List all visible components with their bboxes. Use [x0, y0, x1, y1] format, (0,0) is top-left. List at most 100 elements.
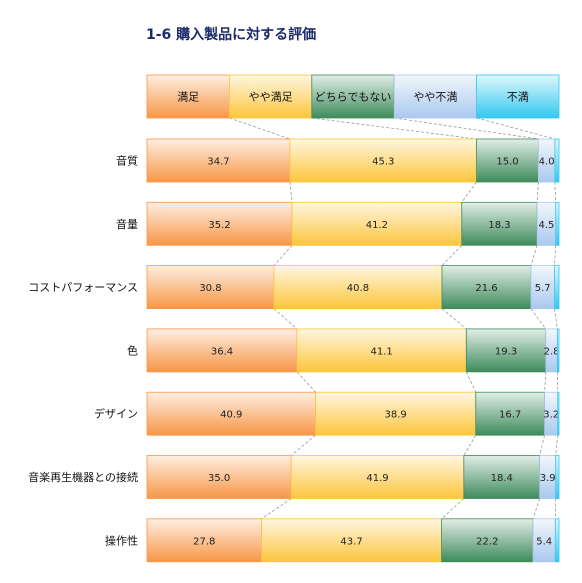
connector-line [532, 498, 541, 519]
bar-2-series-4 [554, 265, 560, 310]
bar-6-series-1 [261, 518, 442, 563]
bar-6-series-2 [441, 518, 534, 563]
connector-line [555, 435, 559, 456]
bar-0-series-1 [289, 138, 477, 183]
connector-line [465, 371, 477, 393]
legend-swatch [393, 74, 478, 119]
data-label: 34.7 [207, 157, 229, 168]
bar-0-series-2 [476, 138, 539, 183]
bar-2-series-2 [441, 265, 532, 310]
connector-line [394, 117, 539, 140]
bar-4-series-1 [315, 391, 477, 436]
connector-line [530, 308, 547, 330]
connector-line [554, 181, 557, 203]
connector-line [554, 245, 557, 266]
bar-4-series-2 [475, 391, 545, 436]
category-label: コストパフォーマンス [28, 281, 138, 294]
data-label: 3.2 [543, 410, 559, 421]
data-label: 18.4 [491, 473, 513, 484]
category-label: 音楽再生機器との接続 [28, 470, 138, 484]
connector-line [441, 245, 463, 266]
connector-line [273, 245, 293, 266]
legend-label: どちらでもない [315, 91, 392, 104]
connector-line [273, 308, 298, 330]
legend-label: やや不満 [413, 91, 457, 104]
connector-line [544, 371, 547, 393]
connector-line [311, 117, 477, 140]
legend-swatch [476, 74, 560, 119]
category-label: 音質 [116, 154, 138, 168]
data-label: 41.2 [366, 220, 388, 231]
connector-line [441, 498, 465, 520]
data-label: 18.3 [488, 220, 510, 231]
connector-line [296, 371, 316, 393]
data-label: 19.3 [495, 346, 517, 357]
bar-5-series-2 [463, 455, 541, 499]
data-label: 4.0 [539, 157, 555, 168]
bar-2-series-0 [146, 265, 275, 310]
bar-3-series-1 [296, 328, 467, 373]
data-label: 15.0 [496, 157, 518, 168]
connector-line [290, 434, 316, 456]
data-label: 30.8 [199, 283, 221, 294]
bar-2-series-1 [273, 265, 443, 310]
bar-5-series-1 [290, 455, 465, 499]
bar-3-series-0 [146, 328, 298, 373]
legend: 満足 やや満足 どちらでもない やや不満 不満 [146, 74, 560, 119]
bar-3-series-4 [556, 328, 560, 373]
category-label: 操作性 [105, 533, 138, 547]
data-label: 3.9 [540, 473, 556, 484]
connector-line [476, 117, 555, 140]
connector-line [539, 435, 545, 456]
bar-1-series-4 [555, 201, 560, 246]
data-label: 43.7 [340, 536, 362, 547]
chart-title: 1-6 購入製品に対する評価 [146, 27, 317, 43]
data-label: 35.2 [208, 220, 230, 231]
bar-6-series-0 [146, 518, 262, 563]
category-label: 色 [127, 343, 138, 357]
legend-label: 不満 [507, 91, 529, 104]
data-label: 16.7 [499, 410, 521, 421]
data-label: 4.5 [538, 220, 554, 231]
category-label: デザイン [94, 407, 138, 421]
bar-5-series-0 [146, 455, 292, 499]
bar-4-series-4 [557, 391, 560, 436]
bar-6-series-4 [554, 518, 560, 563]
data-label: 27.8 [193, 536, 215, 547]
bar-5-series-4 [555, 455, 560, 499]
data-label: 41.9 [366, 473, 388, 484]
data-label: 2.8 [544, 346, 560, 357]
connector-line [289, 181, 293, 203]
connector-line [463, 434, 477, 456]
legend-label: やや満足 [249, 91, 293, 104]
data-label: 36.4 [211, 346, 233, 357]
bar-0-series-4 [554, 138, 560, 183]
connector-line [261, 498, 292, 520]
legend-label: 満足 [177, 91, 199, 104]
data-label: 40.8 [347, 283, 369, 294]
legend-swatch [311, 74, 395, 119]
category-label: 音量 [116, 217, 138, 231]
data-label: 41.1 [371, 346, 393, 357]
connector-line [530, 245, 538, 266]
data-label: 38.9 [385, 410, 407, 421]
bar-3-series-2 [465, 328, 547, 373]
connector-line [229, 117, 291, 140]
data-label: 35.0 [208, 473, 230, 484]
bar-4-series-0 [146, 391, 316, 436]
connector-line [441, 308, 467, 330]
data-label: 5.7 [535, 283, 551, 294]
data-label: 22.2 [476, 536, 498, 547]
bar-1-series-1 [291, 201, 463, 246]
connector-lines [229, 117, 559, 520]
connector-line [461, 181, 477, 203]
legend-swatch [228, 74, 313, 119]
connector-line [536, 181, 539, 203]
data-label: 40.9 [220, 410, 242, 421]
data-label: 5.4 [536, 536, 552, 547]
data-label: 21.6 [475, 283, 497, 294]
bars: 34.7 45.3 15.0 4.0 35.2 41.2 18.3 4.5 30.8 40.8 21… [146, 138, 560, 563]
data-label: 45.3 [372, 157, 394, 168]
